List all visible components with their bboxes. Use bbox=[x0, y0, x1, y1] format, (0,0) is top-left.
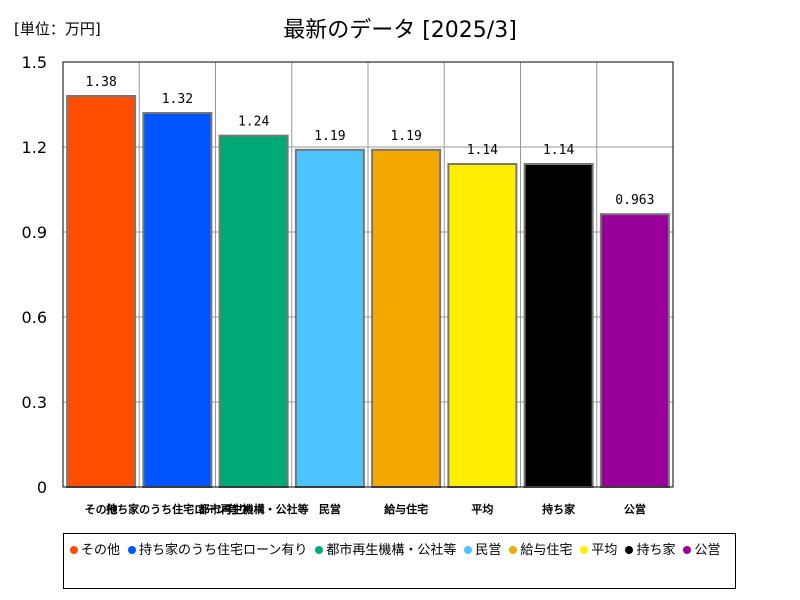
legend-dot-icon bbox=[625, 545, 634, 554]
legend-item: 持ち家のうち住宅ローン有り bbox=[128, 540, 307, 562]
data-label: 1.24 bbox=[238, 115, 269, 130]
data-label: 1.14 bbox=[467, 143, 498, 158]
legend-dot-icon bbox=[128, 545, 137, 554]
legend-label: 民営 bbox=[475, 543, 502, 558]
bar bbox=[599, 213, 670, 488]
x-tick-label: 給与住宅 bbox=[384, 502, 428, 516]
x-tick-label: 民営 bbox=[319, 502, 341, 516]
bar bbox=[523, 163, 594, 488]
y-tick-label: 0.9 bbox=[22, 223, 47, 242]
legend-label: その他 bbox=[81, 543, 121, 558]
legend-dot-icon bbox=[683, 545, 692, 554]
legend-label: 都市再生機構・公社等 bbox=[326, 543, 457, 558]
legend-item: 給与住宅 bbox=[509, 540, 572, 562]
x-tick-label: 持ち家 bbox=[542, 502, 576, 516]
plot-frame bbox=[62, 61, 674, 488]
bar bbox=[294, 148, 365, 488]
legend-dot-icon bbox=[509, 545, 518, 554]
legend-item: 平均 bbox=[580, 540, 617, 562]
chart-title: 最新のデータ [2025/3] bbox=[283, 18, 517, 43]
bar bbox=[66, 95, 137, 488]
bar bbox=[447, 163, 518, 488]
data-label: 1.38 bbox=[85, 75, 116, 90]
x-tick-label: 持ち家のうち住宅ローン有り bbox=[106, 502, 248, 516]
legend-label: 持ち家 bbox=[636, 543, 676, 558]
data-label: 1.14 bbox=[543, 143, 574, 158]
y-tick-label: 0.6 bbox=[22, 308, 47, 327]
bar-chart: 1.38 1.32 1.24 1.19 1.19 1.14 1.14 0.963 0 0.3 0.… bbox=[22, 53, 674, 516]
data-label: 1.19 bbox=[390, 129, 421, 144]
data-label: 1.32 bbox=[162, 92, 193, 107]
data-label: 0.963 bbox=[615, 193, 654, 208]
y-tick-label: 1.5 bbox=[22, 53, 47, 72]
legend-label: 公営 bbox=[694, 543, 721, 558]
legend-dot-icon bbox=[580, 545, 589, 554]
legend-item: 都市再生機構・公社等 bbox=[315, 540, 456, 562]
legend-label: 持ち家のうち住宅ローン有り bbox=[139, 543, 308, 558]
legend-item: 持ち家 bbox=[625, 540, 675, 562]
y-tick-label: 0.3 bbox=[22, 393, 47, 412]
legend-item: 民営 bbox=[464, 540, 501, 562]
data-label: 1.19 bbox=[314, 129, 345, 144]
legend-dot-icon bbox=[70, 545, 78, 554]
y-tick-label: 1.2 bbox=[22, 138, 47, 157]
legend-dot-icon bbox=[464, 545, 473, 554]
y-tick-label: 0 bbox=[37, 478, 47, 497]
bar bbox=[218, 134, 289, 489]
legend-dot-icon bbox=[315, 545, 324, 554]
legend-item: 公営 bbox=[683, 540, 720, 562]
bar bbox=[142, 112, 213, 488]
unit-label: [単位：万円] bbox=[14, 20, 101, 38]
x-tick-label: 公営 bbox=[624, 502, 646, 516]
x-tick-label: その他 bbox=[85, 502, 118, 516]
legend-label: 平均 bbox=[591, 543, 618, 558]
bar bbox=[371, 148, 442, 488]
legend-item: その他 bbox=[70, 540, 120, 562]
x-tick-label: 都市再生機構・公社等 bbox=[198, 502, 309, 516]
legend: その他 持ち家のうち住宅ローン有り 都市再生機構・公社等 民営 給与住宅 平均 持ち家 公営 bbox=[63, 533, 736, 589]
x-tick-label: 平均 bbox=[471, 502, 493, 516]
legend-label: 給与住宅 bbox=[520, 543, 573, 558]
